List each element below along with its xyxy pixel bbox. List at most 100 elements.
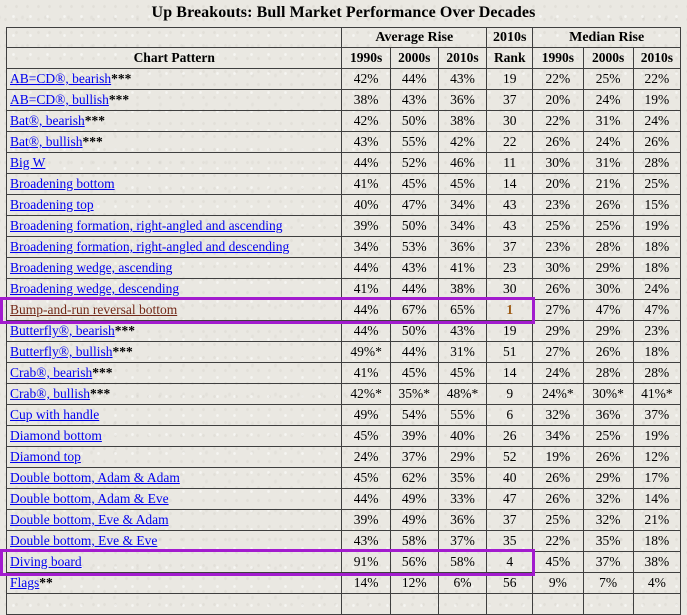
cell-med-2000s: 30% [582,278,634,300]
cell-med-2000s: 25% [582,68,634,90]
table-row: Double bottom, Adam & Adam 45% 62% 35% 40 26%… [5,467,682,489]
table-row: Broadening formation, right-angled and d… [5,236,682,258]
cell-avg-1990s: 24% [341,446,391,468]
pattern-link[interactable]: Butterfly®, bearish [10,323,115,338]
cell-avg-2010s: 43% [437,68,488,90]
pattern-link[interactable]: Crab®, bullish [10,386,91,401]
cell-rank-2010s: 37 [486,509,534,531]
pattern-link[interactable]: Double bottom, Adam & Adam [10,470,180,485]
pattern-footnote-asterisks: *** [90,386,111,401]
cell-avg-2010s: 35% [437,467,488,489]
pattern-link[interactable]: Diamond top [10,449,81,464]
cell-med-1990s: 27% [532,299,584,321]
pattern-link[interactable]: AB=CD®, bearish [10,71,112,86]
cell-avg-1990s: 42% [341,68,391,90]
pattern-cell: Broadening formation, right-angled and d… [5,236,343,258]
pattern-link[interactable]: Broadening formation, right-angled and a… [10,218,283,233]
table-row: AB=CD®, bearish*** 42% 44% 43% 19 22% 25% 22% [5,68,682,90]
cell-avg-2000s: 50% [389,320,439,342]
pattern-cell: Broadening wedge, ascending [5,257,343,279]
cell-med-1990s: 24%* [532,383,584,405]
pattern-footnote-asterisks: *** [108,92,130,107]
cell-med-1990s: 26% [532,278,584,300]
cell-med-2010s: 24% [632,110,682,132]
pattern-footnote-asterisks: *** [92,365,113,380]
pattern-link[interactable]: Bat®, bullish [10,134,83,149]
pattern-link[interactable]: Broadening wedge, descending [10,281,180,296]
pattern-link[interactable]: Broadening top [10,197,94,212]
pattern-link[interactable]: Broadening wedge, ascending [10,260,173,275]
pattern-link[interactable]: Broadening formation, right-angled and d… [10,239,290,254]
table-row: Butterfly®, bearish*** 44% 50% 43% 19 29% 29% 2… [5,320,682,342]
cell-rank-2010s: 14 [486,362,534,384]
pattern-cell: Butterfly®, bullish*** [5,341,343,363]
empty-cell [341,593,391,615]
pattern-link[interactable]: Big W [10,155,46,170]
cell-rank-2010s: 11 [486,152,534,174]
pattern-cell: AB=CD®, bullish*** [5,89,343,111]
cell-med-2000s: 21% [582,173,634,195]
table-row: Cup with handle 49% 54% 55% 6 32% 36% 37% [5,404,682,426]
cell-avg-2000s: 47% [389,194,439,216]
cell-rank-2010s: 19 [486,320,534,342]
table-row: Diamond bottom 45% 39% 40% 26 34% 25% 19% [5,425,682,447]
cell-med-2000s: 25% [582,215,634,237]
pattern-cell: Bump-and-run reversal bottom [5,299,343,321]
pattern-link[interactable]: Cup with handle [10,407,100,422]
table-row: Diving board 91% 56% 58% 4 45% 37% 38% [5,551,682,573]
table-row-partial [5,593,682,615]
cell-avg-2000s: 56% [389,551,439,573]
cell-avg-2010s: 34% [437,215,488,237]
table-row: Double bottom, Adam & Eve 44% 49% 33% 47 26% 3… [5,488,682,510]
cell-med-1990s: 26% [532,131,584,153]
cell-avg-2010s: 41% [437,257,488,279]
cell-med-2010s: 24% [632,278,682,300]
cell-med-2000s: 32% [582,488,634,510]
cell-avg-1990s: 49% [341,404,391,426]
pattern-link[interactable]: Double bottom, Eve & Adam [10,512,169,527]
cell-med-1990s: 32% [532,404,584,426]
pattern-link[interactable]: AB=CD®, bullish [10,92,109,107]
med-2010s-header: 2010s [632,47,682,69]
cell-avg-1990s: 39% [341,509,391,531]
corner-cell [5,27,343,48]
cell-avg-1990s: 42% [341,110,391,132]
cell-rank-2010s: 43 [486,215,534,237]
table-row: Broadening bottom 41% 45% 45% 14 20% 21% 25% [5,173,682,195]
pattern-link[interactable]: Flags [10,575,40,590]
cell-med-2000s: 32% [582,509,634,531]
cell-avg-1990s: 44% [341,257,391,279]
cell-avg-2000s: 43% [389,89,439,111]
cell-avg-2010s: 38% [437,110,488,132]
pattern-link[interactable]: Diving board [10,554,82,569]
table-row: AB=CD®, bullish*** 38% 43% 36% 37 20% 24% 19% [5,89,682,111]
pattern-link[interactable]: Double bottom, Eve & Eve [10,533,158,548]
pattern-link[interactable]: Broadening bottom [10,176,115,191]
pattern-cell: Flags** [5,572,343,594]
pattern-link[interactable]: Double bottom, Adam & Eve [10,491,169,506]
cell-med-1990s: 23% [532,236,584,258]
pattern-link[interactable]: Butterfly®, bullish [10,344,113,359]
cell-med-2000s: 35% [582,530,634,552]
pattern-cell: Big W [5,152,343,174]
pattern-link[interactable]: Crab®, bearish [10,365,93,380]
cell-avg-2000s: 44% [389,68,439,90]
cell-avg-2010s: 65% [437,299,488,321]
cell-avg-1990s: 49%* [341,341,391,363]
cell-rank-2010s: 9 [486,383,534,405]
cell-med-1990s: 26% [532,488,584,510]
pattern-link[interactable]: Diamond bottom [10,428,102,443]
cell-med-2010s: 21% [632,509,682,531]
cell-med-2000s: 31% [582,152,634,174]
cell-med-2010s: 37% [632,404,682,426]
cell-med-2010s: 28% [632,362,682,384]
med-1990s-header: 1990s [532,47,584,69]
cell-med-1990s: 9% [532,572,584,594]
pattern-footnote-asterisks: ** [39,575,53,590]
pattern-cell: Double bottom, Adam & Eve [5,488,343,510]
cell-med-1990s: 25% [532,215,584,237]
pattern-link[interactable]: Bat®, bearish [10,113,85,128]
pattern-cell: Bat®, bearish*** [5,110,343,132]
pattern-link[interactable]: Bump-and-run reversal bottom [10,302,178,317]
cell-avg-1990s: 44% [341,299,391,321]
